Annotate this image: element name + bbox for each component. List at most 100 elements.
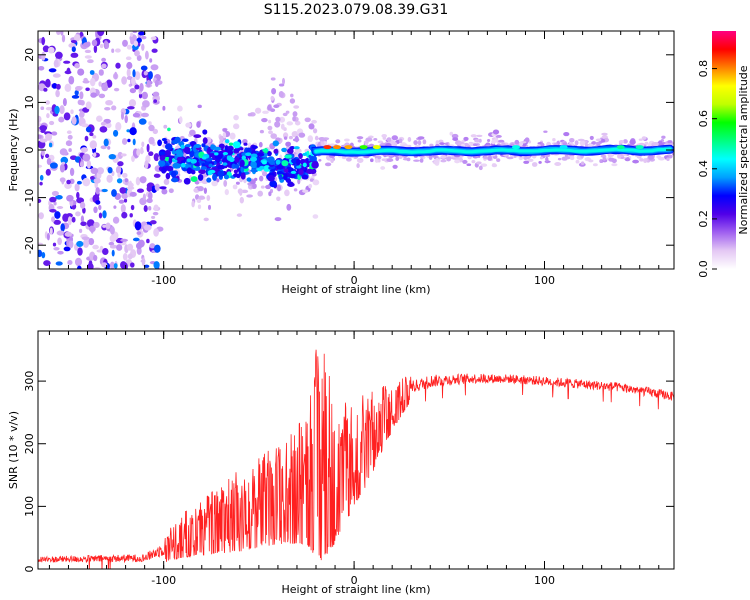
heatmap-cell [357, 139, 362, 143]
heatmap-cell [67, 216, 72, 226]
heatmap-cell [114, 48, 121, 53]
heatmap-cell [116, 178, 123, 184]
heatmap-cell [254, 107, 262, 114]
heatmap-ytick-label: -20 [23, 236, 36, 254]
heatmap-cell [514, 139, 520, 145]
heatmap-cell [298, 153, 303, 160]
heatmap-cell [272, 140, 279, 147]
heatmap-cell [370, 158, 374, 163]
heatmap-cell [74, 89, 79, 96]
heatmap-cell [601, 132, 608, 136]
snr-ticks: -100 0 100 0 100 200 300 [23, 331, 674, 587]
heatmap-cell [506, 156, 514, 160]
heatmap-cell [134, 71, 141, 81]
heatmap-cell [79, 111, 85, 118]
heatmap-cell [105, 41, 110, 49]
heatmap-cell [95, 187, 100, 195]
snr-frame [37, 330, 675, 570]
heatmap-cell [53, 201, 57, 206]
heatmap-cell [641, 136, 647, 140]
heatmap-cell [269, 180, 277, 188]
heatmap-cell [222, 128, 227, 132]
heatmap-cell [168, 157, 173, 164]
heatmap-cell [161, 167, 167, 174]
heatmap-cell [161, 188, 168, 195]
heatmap-cell [52, 242, 57, 247]
heatmap-cell [268, 130, 273, 135]
heatmap-cell [397, 154, 403, 159]
heatmap-cell [158, 159, 166, 167]
heatmap-cell [132, 237, 140, 242]
heatmap-cell [202, 137, 208, 144]
heatmap-cell [79, 91, 84, 100]
heatmap-cell [96, 167, 105, 175]
heatmap-cell [266, 150, 272, 157]
heatmap-cell [158, 151, 166, 156]
heatmap-cell [219, 135, 224, 142]
heatmap-cell [288, 135, 293, 140]
heatmap-cell [82, 153, 91, 162]
heatmap-cell [132, 69, 136, 78]
heatmap-cell [83, 77, 88, 82]
heatmap-cell [512, 145, 520, 150]
heatmap-cell [92, 152, 97, 158]
heatmap-cell [109, 244, 118, 249]
heatmap-cell [98, 204, 102, 211]
heatmap-cell [68, 148, 72, 153]
heatmap-cell [491, 139, 496, 145]
heatmap-cell [61, 34, 66, 43]
heatmap-cell [146, 185, 153, 192]
heatmap-cell [639, 158, 644, 162]
heatmap-cell [492, 129, 500, 135]
heatmap-cell [129, 88, 137, 94]
heatmap-cell [359, 145, 368, 150]
heatmap-cell [51, 83, 58, 89]
heatmap-cell [162, 105, 166, 111]
heatmap-cell [256, 152, 265, 157]
heatmap-cell [82, 177, 91, 187]
heatmap-cell [377, 140, 384, 144]
heatmap-cell [632, 159, 639, 164]
heatmap-cell [171, 177, 179, 183]
heatmap-cell [113, 87, 120, 92]
heatmap-cell [76, 180, 82, 185]
heatmap-cell [287, 181, 294, 185]
heatmap-cell [554, 161, 562, 167]
heatmap-cell [133, 40, 139, 47]
snr-xtick-label: 0 [351, 574, 358, 587]
heatmap-cell [302, 162, 307, 168]
heatmap-cell [87, 59, 94, 64]
heatmap-cell [125, 56, 132, 61]
snr-ylabel: SNR (10 * v/v) [7, 411, 20, 489]
heatmap-cell [117, 151, 123, 160]
heatmap-cell [63, 246, 71, 252]
heatmap-cell [237, 188, 243, 195]
heatmap-cell [668, 154, 673, 159]
heatmap-ytick-label: -10 [23, 189, 36, 207]
heatmap-cell [286, 203, 292, 211]
heatmap-cell [131, 155, 135, 162]
heatmap-cell [190, 176, 198, 183]
colorbar-tick-label: 0.0 [697, 260, 710, 278]
heatmap-cell [117, 172, 121, 178]
heatmap-cell [81, 236, 90, 241]
heatmap-cell [206, 177, 212, 183]
heatmap-cell [56, 205, 64, 210]
heatmap-cell [111, 48, 115, 53]
heatmap-cell [78, 228, 83, 234]
heatmap-cell [372, 145, 381, 150]
heatmap-cell [113, 263, 118, 269]
heatmap-xtick-label: 0 [351, 274, 358, 287]
heatmap-cell [71, 116, 77, 125]
colorbar-label: Normalized spectral amplitude [737, 65, 750, 234]
heatmap-cell [174, 136, 181, 144]
heatmap-ytick-label: 20 [23, 48, 36, 62]
heatmap-cell [413, 159, 420, 162]
heatmap-cell [148, 136, 155, 145]
heatmap-cell [661, 135, 666, 139]
heatmap-cell [446, 156, 452, 160]
heatmap-cell [143, 205, 148, 213]
heatmap-cell [440, 155, 447, 159]
heatmap-cell [99, 43, 104, 49]
heatmap-cell [55, 261, 63, 266]
